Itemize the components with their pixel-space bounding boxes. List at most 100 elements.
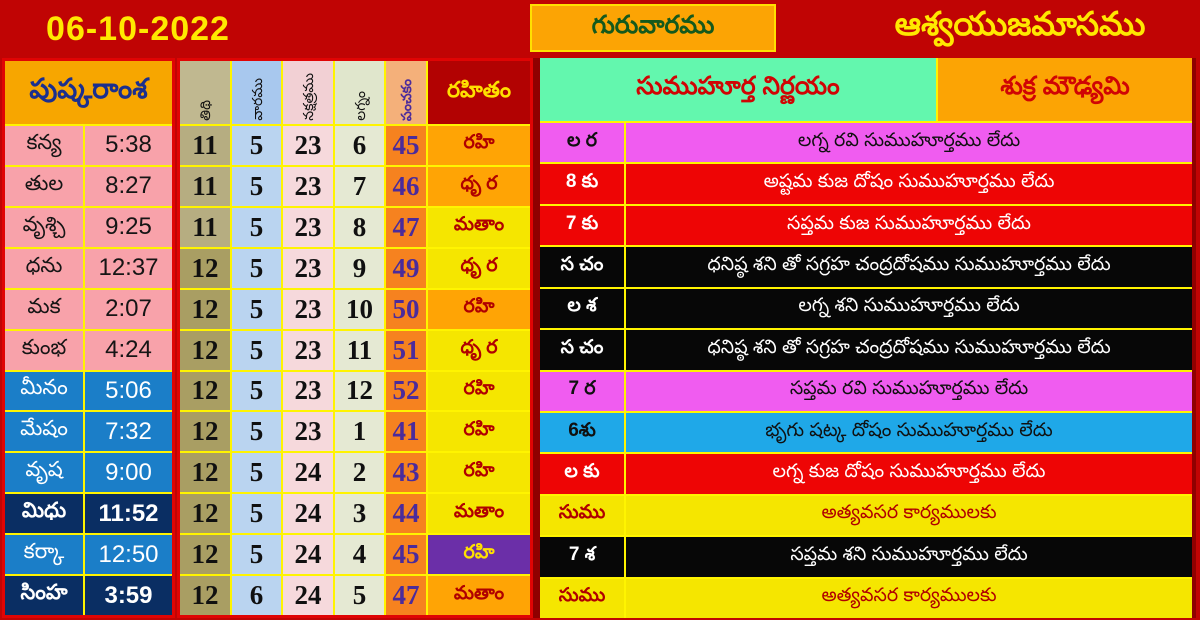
tithi-cell: 11 [180,166,230,206]
rahitam-cell: మతాం [428,207,530,247]
lagna-cell: 10 [335,289,384,329]
panchakam-cell: 45 [386,535,426,575]
rahitam-cell: ధృ ర [428,248,530,288]
tithi-cell: 12 [180,330,230,370]
column-header-vara: వారము [232,61,281,124]
tithi-cell: 12 [180,289,230,329]
nakshatra-cell: 24 [283,576,333,615]
tithi-cell: 12 [180,412,230,452]
rasi-name-cell: తుల [5,166,83,206]
muhurta-code-cell: 6శు [540,412,624,453]
sumuhurta-header-row: సుముహూర్త నిర్ణయం శుక్ర మౌఢ్యమి [540,58,1192,121]
nakshatra-cell: 23 [283,371,333,411]
rahitam-cell: రహి [428,371,530,411]
rasi-name-cell: సింహ [5,576,83,615]
column-header-nakshatra: నక్షత్రము [283,61,333,124]
nakshatra-cell: 24 [283,453,333,493]
vara-cell: 5 [232,289,281,329]
panchakam-cell: 44 [386,494,426,534]
muhurta-code-cell: 7 ర [540,371,624,411]
rasi-name-cell: మిధు [5,494,83,534]
muhurta-message-cell: సప్తమ రవి సుముహూర్తము లేదు [626,371,1192,411]
rasi-name-cell: కన్య [5,126,83,165]
muhurta-message-cell: సప్తమ శని సుముహూర్తము లేదు [626,537,1192,577]
muhurta-code-cell: సుము [540,578,624,618]
nakshatra-cell: 23 [283,248,333,288]
nakshatra-cell: 23 [283,126,333,165]
vara-cell: 5 [232,126,281,165]
lagna-cell: 2 [335,453,384,493]
panchakam-cell: 52 [386,371,426,411]
rasi-name-cell: ధను [5,248,83,288]
nakshatra-cell: 24 [283,535,333,575]
column-header-lagna: లగ్నం [335,61,384,124]
rahitam-cell: రహి [428,126,530,165]
muhurta-code-cell: 7 శ [540,537,624,577]
vara-cell: 5 [232,412,281,452]
rasi-table-title: పుష్కరాంశ [5,61,172,124]
nakshatra-cell: 23 [283,330,333,370]
nakshatra-cell: 23 [283,207,333,247]
lagna-cell: 3 [335,494,384,534]
rasi-time-cell: 3:59 [85,576,172,615]
panchakam-cell: 50 [386,289,426,329]
lagna-cell: 1 [335,412,384,452]
rahitam-cell: రహి [428,453,530,493]
rasi-time-cell: 12:50 [85,535,172,575]
lagna-cell: 11 [335,330,384,370]
rasi-time-cell: 5:38 [85,126,172,165]
rasi-time-cell: 12:37 [85,248,172,288]
tithi-cell: 12 [180,576,230,615]
column-header-lagna-label: లగ్నం [351,91,368,121]
vara-cell: 5 [232,207,281,247]
nakshatra-cell: 23 [283,289,333,329]
lagna-cell: 8 [335,207,384,247]
sumuhurta-title: సుముహూర్త నిర్ణయం [540,58,936,121]
rasi-name-cell: కుంభ [5,330,83,370]
nakshatra-cell: 23 [283,412,333,452]
rahitam-cell: రహి [428,412,530,452]
rasi-name-cell: మేషం [5,412,83,452]
muhurta-code-cell: 7 కు [540,205,624,246]
rasi-name-cell: వృష [5,453,83,493]
month-title: ఆశ్వయుజమాసము [894,5,1146,42]
muhurta-code-cell: స చం [540,247,624,287]
lagna-cell: 7 [335,166,384,206]
column-header-panchakam-label: పంచకం [398,78,414,121]
rasi-time-cell: 5:06 [85,371,172,411]
rahitam-cell: మతాం [428,576,530,615]
muhurta-message-cell: భృగు షట్క దోషం సుముహూర్తము లేదు [626,412,1192,453]
lagna-cell: 9 [335,248,384,288]
rahitam-header: రహితం [428,61,530,124]
tithi-cell: 11 [180,126,230,165]
panchakam-cell: 46 [386,166,426,206]
muhurta-message-cell: లగ్న కుజ దోషం సుముహూర్తము లేదు [626,454,1192,494]
muhurta-message-cell: సప్తమ కుజ సుముహూర్తము లేదు [626,205,1192,246]
rahitam-cell: ధృ ర [428,166,530,206]
vara-cell: 5 [232,166,281,206]
nakshatra-cell: 24 [283,494,333,534]
weekday-text: గురువారము [591,10,715,39]
vara-cell: 5 [232,535,281,575]
vara-cell: 5 [232,453,281,493]
lagna-cell: 6 [335,126,384,165]
lagna-cell: 4 [335,535,384,575]
muhurta-message-cell: అత్యవసర కార్యములకు [626,495,1192,536]
rasi-name-cell: మక [5,289,83,329]
rasi-name-cell: మీనం [5,371,83,411]
date-text: 06-10-2022 [46,9,230,48]
rasi-time-cell: 4:24 [85,330,172,370]
muhurta-code-cell: 8 కు [540,164,624,204]
vara-cell: 5 [232,371,281,411]
sumuhurta-panel: సుముహూర్త నిర్ణయం శుక్ర మౌఢ్యమి ల ర లగ్న … [533,58,1196,618]
rasi-time-cell: 9:00 [85,453,172,493]
tithi-cell: 12 [180,535,230,575]
panchakam-cell: 47 [386,576,426,615]
panchakam-cell: 45 [386,126,426,165]
column-header-tithi: తిథి [180,61,230,124]
vara-cell: 5 [232,330,281,370]
panchakam-cell: 51 [386,330,426,370]
column-header-vara-label: వారము [248,78,265,121]
column-header-tithi-label: తిథి [197,100,213,121]
